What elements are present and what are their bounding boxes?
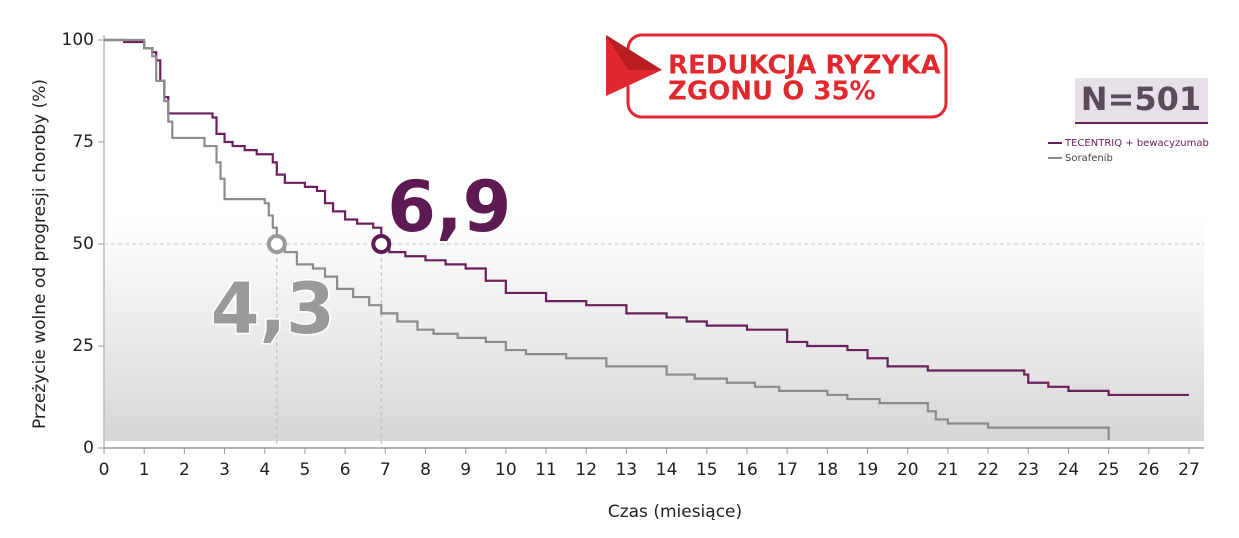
- median-label: 4,3: [211, 268, 335, 350]
- x-tick-label: 16: [736, 460, 758, 480]
- x-tick-label: 24: [1058, 460, 1080, 480]
- callout: REDUKCJA RYZYKA ZGONU O 35%: [606, 33, 948, 119]
- callout-line: REDUKCJA RYZYKA: [668, 51, 941, 81]
- x-tick-label: 15: [696, 460, 718, 480]
- x-tick-label: 0: [99, 460, 110, 480]
- x-tick-label: 13: [616, 460, 638, 480]
- callout-arrow-shade: [606, 35, 662, 70]
- legend-label: TECENTRIQ + bewacyzumab: [1064, 138, 1209, 149]
- y-tick-label: 50: [72, 234, 94, 254]
- x-tick-label: 21: [937, 460, 959, 480]
- x-tick-label: 25: [1098, 460, 1120, 480]
- x-tick-label: 8: [420, 460, 431, 480]
- x-axis-label: Czas (miesiące): [608, 502, 742, 522]
- sample-box: [1075, 78, 1208, 122]
- x-tick-label: 4: [259, 460, 270, 480]
- x-tick-label: 5: [300, 460, 311, 480]
- y-tick-label: 0: [83, 438, 94, 458]
- x-tick-label: 11: [535, 460, 557, 480]
- x-tick-label: 2: [179, 460, 190, 480]
- x-tick-label: 20: [897, 460, 919, 480]
- median-marker: [266, 234, 287, 254]
- x-tick-label: 9: [460, 460, 471, 480]
- y-tick-label: 25: [72, 336, 94, 356]
- y-tick-label: 75: [72, 132, 94, 152]
- x-tick-label: 26: [1138, 460, 1160, 480]
- y-tick-label: 100: [62, 30, 94, 50]
- x-tick-label: 1: [139, 460, 150, 480]
- x-tick-label: 18: [817, 460, 839, 480]
- x-tick-label: 17: [776, 460, 798, 480]
- y-axis-label: Przeżycie wolne od progresji choroby (%): [30, 79, 50, 429]
- survival-curve: [104, 38, 1110, 440]
- x-tick-label: 12: [575, 460, 597, 480]
- x-tick-label: 19: [857, 460, 879, 480]
- callout-line: ZGONU O 35%: [668, 77, 876, 107]
- x-tick-label: 6: [340, 460, 351, 480]
- median-label: 6,9: [387, 166, 511, 248]
- x-tick-label: 22: [977, 460, 999, 480]
- sample-size: N=501: [1081, 80, 1201, 118]
- legend-label: Sorafenib: [1065, 153, 1113, 164]
- x-tick-label: 14: [656, 460, 678, 480]
- x-tick-label: 7: [380, 460, 391, 480]
- x-tick-label: 3: [219, 460, 230, 480]
- x-tick-label: 23: [1017, 460, 1039, 480]
- median-marker: [371, 234, 392, 254]
- x-tick-label: 27: [1178, 460, 1200, 480]
- x-tick-label: 10: [495, 460, 517, 480]
